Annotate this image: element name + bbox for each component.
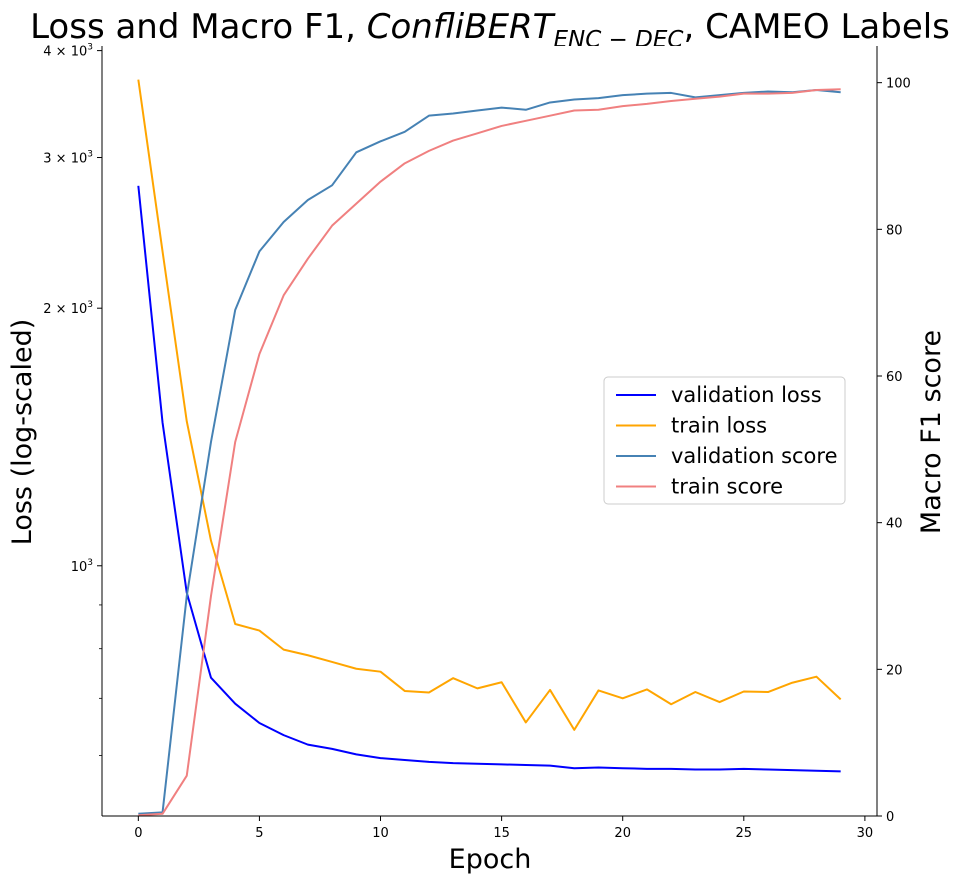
y-tick-label-left: 2 × 103 — [43, 300, 93, 317]
y-tick-label-left: 103 — [71, 558, 93, 575]
y-tick-label-left: 4 × 103 — [43, 43, 93, 60]
x-axis-label: Epoch — [449, 844, 532, 875]
y-tick-label-left: 3 × 103 — [43, 150, 93, 167]
x-tick-label: 30 — [857, 826, 874, 841]
title-main: Loss and Macro F1, — [30, 7, 367, 47]
x-tick-label: 15 — [493, 826, 510, 841]
series-layer — [137, 79, 842, 817]
legend-box — [603, 376, 846, 505]
y-tick-label-right: 60 — [886, 370, 903, 385]
series-line-train-score — [138, 88, 841, 817]
y-tick-label-right: 20 — [886, 663, 903, 678]
x-tick-label: 20 — [614, 826, 631, 841]
series-line-validation-loss — [137, 185, 841, 773]
title-tail: , CAMEO Labels — [683, 7, 949, 47]
y-axis-label-right: Macro F1 score — [916, 330, 947, 534]
x-tick-label: 0 — [134, 826, 142, 841]
series-line-train-loss — [137, 79, 842, 731]
legend-label: train loss — [671, 414, 767, 438]
legend: validation loss train loss validation scor… — [603, 376, 846, 505]
chart-title: Loss and Macro F1, ConfliBERTENC − DEC, … — [30, 7, 950, 53]
y-tick-label-right: 40 — [886, 517, 903, 532]
x-tick-label: 25 — [736, 826, 753, 841]
y-tick-label-right: 80 — [886, 223, 903, 238]
legend-label: train score — [671, 475, 783, 499]
title-model: ConfliBERT — [367, 7, 556, 47]
series-line-validation-score — [138, 89, 841, 815]
y-axis-label-left: Loss (log-scaled) — [7, 319, 38, 545]
legend-label: validation loss — [671, 383, 822, 407]
y-tick-label-right: 0 — [886, 810, 894, 825]
legend-label: validation score — [671, 444, 838, 468]
x-tick-label: 5 — [255, 826, 263, 841]
x-tick-label: 10 — [372, 826, 389, 841]
y-tick-label-right: 100 — [886, 77, 911, 92]
axes-layer: 0 5 10 15 20 25 30 103 2 × 103 3 × 103 4 × 103 0 20 4… — [43, 43, 911, 841]
